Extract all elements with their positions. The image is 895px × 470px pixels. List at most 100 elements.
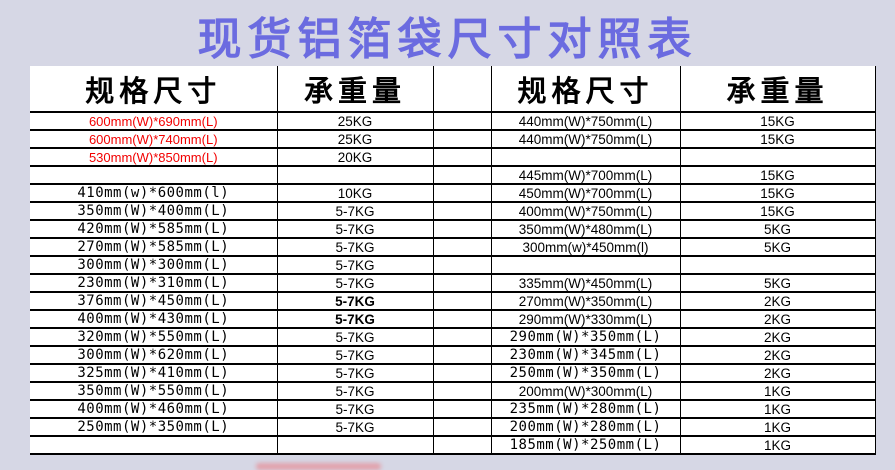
- left-weight-cell: 5-7KG: [276, 417, 434, 437]
- header-spacer: [432, 66, 492, 113]
- left-weight-cell: 5-7KG: [276, 255, 434, 275]
- table-row: 270mm(W)*585mm(L) 5-7KG 300mm(w)*450mm(l) 5…: [30, 237, 876, 257]
- table-row: 300mm(W)*300mm(L) 5-7KG: [30, 255, 876, 275]
- spacer-cell: [432, 183, 492, 203]
- table-row: 185mm(W)*250mm(L) 1KG: [30, 435, 876, 455]
- left-size-cell: 400mm(W)*430mm(L): [30, 309, 278, 329]
- spacer-cell: [432, 237, 492, 257]
- table-row: 600mm(W)*740mm(L) 25KG 440mm(W)*750mm(L) 15…: [30, 129, 876, 149]
- table-row: 400mm(W)*460mm(L) 5-7KG 235mm(W)*280mm(L) 1…: [30, 399, 876, 419]
- right-weight-cell: 1KG: [679, 399, 876, 419]
- right-size-cell: 400mm(W)*750mm(L): [490, 201, 681, 221]
- right-size-cell: 250mm(W)*350mm(L): [490, 363, 681, 383]
- table-row: 230mm(W)*310mm(L) 5-7KG 335mm(W)*450mm(L) 5…: [30, 273, 876, 293]
- right-weight-cell: 2KG: [679, 327, 876, 347]
- spacer-cell: [432, 201, 492, 221]
- table-row: 250mm(W)*350mm(L) 5-7KG 200mm(W)*280mm(L) 1…: [30, 417, 876, 437]
- size-comparison-table: 规格尺寸 承重量 规格尺寸 承重量 600mm(W)*690mm(L) 25KG 4…: [30, 66, 876, 455]
- spacer-cell: [432, 435, 492, 455]
- right-weight-cell: 2KG: [679, 309, 876, 329]
- spacer-cell: [432, 219, 492, 239]
- left-weight-cell: 25KG: [276, 129, 434, 149]
- table-row: 376mm(W)*450mm(L) 5-7KG 270mm(W)*350mm(L) 2…: [30, 291, 876, 311]
- right-size-cell: 230mm(W)*345mm(L): [490, 345, 681, 365]
- spacer-cell: [432, 309, 492, 329]
- right-weight-cell: 5KG: [679, 273, 876, 293]
- table-row: 420mm(W)*585mm(L) 5-7KG 350mm(W)*480mm(L) 5…: [30, 219, 876, 239]
- right-weight-cell: 15KG: [679, 165, 876, 185]
- right-weight-cell: 1KG: [679, 435, 876, 455]
- table-row: 530mm(W)*850mm(L) 20KG: [30, 147, 876, 167]
- right-size-cell: 450mm(W)*700mm(L): [490, 183, 681, 203]
- spacer-cell: [432, 129, 492, 149]
- left-weight-cell: 5-7KG: [276, 219, 434, 239]
- left-size-cell: 420mm(W)*585mm(L): [30, 219, 278, 239]
- right-size-cell: 270mm(W)*350mm(L): [490, 291, 681, 311]
- table-row: 325mm(W)*410mm(L) 5-7KG 250mm(W)*350mm(L) 2…: [30, 363, 876, 383]
- right-weight-cell: 15KG: [679, 183, 876, 203]
- red-watermark-smudge: [256, 463, 381, 470]
- table-row: 400mm(W)*430mm(L) 5-7KG 290mm(W)*330mm(L) 2…: [30, 309, 876, 329]
- left-size-cell: 600mm(W)*740mm(L): [30, 129, 278, 149]
- left-size-cell: 300mm(W)*620mm(L): [30, 345, 278, 365]
- table-header: 规格尺寸 承重量 规格尺寸 承重量: [30, 66, 876, 113]
- header-right-size: 规格尺寸: [490, 66, 681, 113]
- spacer-cell: [432, 327, 492, 347]
- spacer-cell: [432, 381, 492, 401]
- left-weight-cell: [276, 435, 434, 455]
- right-weight-cell: 2KG: [679, 345, 876, 365]
- spacer-cell: [432, 363, 492, 383]
- header-right-weight: 承重量: [679, 66, 876, 113]
- left-weight-cell: 25KG: [276, 111, 434, 131]
- left-weight-cell: 5-7KG: [276, 345, 434, 365]
- right-size-cell: [490, 147, 681, 167]
- left-weight-cell: 5-7KG: [276, 327, 434, 347]
- left-weight-cell: 5-7KG: [276, 291, 434, 311]
- table-row: 350mm(W)*400mm(L) 5-7KG 400mm(W)*750mm(L) 1…: [30, 201, 876, 221]
- left-size-cell: [30, 435, 278, 455]
- header-row: 规格尺寸 承重量 规格尺寸 承重量: [30, 66, 876, 113]
- left-weight-cell: 5-7KG: [276, 309, 434, 329]
- table-row: 600mm(W)*690mm(L) 25KG 440mm(W)*750mm(L) 15…: [30, 111, 876, 131]
- left-weight-cell: 10KG: [276, 183, 434, 203]
- left-size-cell: 410mm(w)*600mm(l): [30, 183, 278, 203]
- left-weight-cell: 20KG: [276, 147, 434, 167]
- right-weight-cell: 15KG: [679, 201, 876, 221]
- header-left-weight: 承重量: [276, 66, 434, 113]
- right-size-cell: 290mm(W)*350mm(L): [490, 327, 681, 347]
- left-weight-cell: 5-7KG: [276, 273, 434, 293]
- left-size-cell: 320mm(W)*550mm(L): [30, 327, 278, 347]
- right-size-cell: 185mm(W)*250mm(L): [490, 435, 681, 455]
- right-size-cell: [490, 255, 681, 275]
- right-size-cell: 300mm(w)*450mm(l): [490, 237, 681, 257]
- spacer-cell: [432, 255, 492, 275]
- right-size-cell: 235mm(W)*280mm(L): [490, 399, 681, 419]
- right-size-cell: 200mm(W)*280mm(L): [490, 417, 681, 437]
- page-title: 现货铝箔袋尺寸对照表: [197, 14, 698, 65]
- spacer-cell: [432, 399, 492, 419]
- right-weight-cell: 1KG: [679, 381, 876, 401]
- right-weight-cell: [679, 255, 876, 275]
- spacer-cell: [432, 273, 492, 293]
- table-row: 320mm(W)*550mm(L) 5-7KG 290mm(W)*350mm(L) 2…: [30, 327, 876, 347]
- left-size-cell: 350mm(W)*550mm(L): [30, 381, 278, 401]
- left-weight-cell: 5-7KG: [276, 399, 434, 419]
- right-weight-cell: [679, 147, 876, 167]
- left-size-cell: 400mm(W)*460mm(L): [30, 399, 278, 419]
- left-size-cell: 600mm(W)*690mm(L): [30, 111, 278, 131]
- spacer-cell: [432, 111, 492, 131]
- left-weight-cell: 5-7KG: [276, 363, 434, 383]
- table-row: 410mm(w)*600mm(l) 10KG 450mm(W)*700mm(L) 15…: [30, 183, 876, 203]
- right-weight-cell: 5KG: [679, 219, 876, 239]
- table-row: 445mm(W)*700mm(L) 15KG: [30, 165, 876, 185]
- table-body: 600mm(W)*690mm(L) 25KG 440mm(W)*750mm(L) 15…: [30, 111, 876, 455]
- right-weight-cell: 15KG: [679, 129, 876, 149]
- left-size-cell: 376mm(W)*450mm(L): [30, 291, 278, 311]
- left-size-cell: 250mm(W)*350mm(L): [30, 417, 278, 437]
- spacer-cell: [432, 291, 492, 311]
- right-weight-cell: 1KG: [679, 417, 876, 437]
- left-weight-cell: 5-7KG: [276, 381, 434, 401]
- left-size-cell: 300mm(W)*300mm(L): [30, 255, 278, 275]
- left-weight-cell: 5-7KG: [276, 237, 434, 257]
- spacer-cell: [432, 147, 492, 167]
